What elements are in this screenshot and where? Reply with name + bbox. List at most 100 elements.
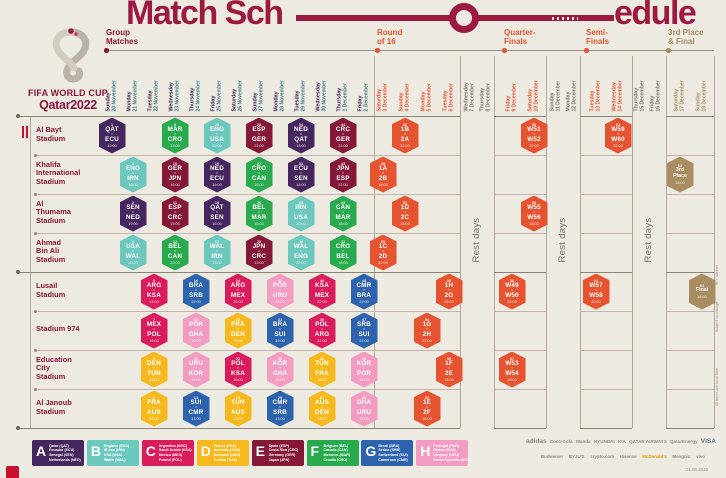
badge-team-top: 1D — [400, 203, 410, 211]
legend-team: Uruguay (URU) — [433, 452, 460, 457]
section-divider-line — [494, 272, 546, 274]
date-column-label: Saturday 3 December — [377, 60, 389, 111]
sponsor-logo: Mengniu — [672, 453, 691, 459]
badge-team-top: DEN — [147, 359, 161, 367]
legend-team: Qatar (QAT) — [49, 443, 70, 448]
badge-versus: v — [279, 366, 281, 371]
badge-kickoff-time: 22:00 — [317, 339, 327, 344]
badge-match-number: 33 — [298, 160, 304, 166]
badge-team-top: CMR — [356, 281, 372, 289]
badge-team-bottom: AUS — [147, 408, 161, 416]
match-badge: 43 JPN v ESP 22:00 — [329, 156, 357, 193]
badge-team-top: ARG — [146, 281, 162, 289]
badge-team-top: 1F — [445, 359, 453, 367]
badge-versus: v — [216, 132, 218, 137]
row-divider — [36, 311, 460, 312]
footer-version-note: 11.08.2022 — [686, 467, 709, 472]
fifa-world-cup-text: FIFA WORLD CUP — [28, 88, 108, 98]
legend-group-card: C Argentina (ARG) Saudi Arabia (KSA) Mexico… — [141, 440, 194, 466]
legend-group-card: E Spain (ESP) Costa Rica (CRC) Germany (GER… — [251, 440, 304, 466]
badge-kickoff-time: 13:00 — [254, 261, 264, 266]
badge-title: 3rd — [675, 167, 685, 174]
date-column-label: Tuesday 6 December — [443, 60, 455, 111]
badge-match-number: 21 — [235, 394, 241, 400]
legend-team-list: Belgium (BEL) Canada (CAN) Morocco (MAR) Cr… — [324, 444, 351, 463]
badge-team-bottom: CMR — [188, 408, 204, 416]
badge-team-top: WAL — [209, 242, 225, 250]
legend-team: Wales (WAL) — [103, 457, 126, 462]
badge-versus: v — [111, 132, 113, 137]
row-divider — [580, 389, 632, 390]
date-day: 9 December — [511, 83, 518, 112]
legend-team-list: France (FRA) Australia (AUS) Denmark (DEN)… — [214, 444, 240, 463]
badge-team-bottom: QAT — [294, 135, 308, 143]
badge-kickoff-time: 18:00 — [400, 222, 410, 227]
badge-team-bottom: ECU — [105, 135, 119, 143]
match-badge: 45 GHA v URU 18:00 — [350, 390, 378, 427]
badge-versus: v — [279, 327, 281, 332]
row-divider — [666, 389, 714, 390]
badge-versus: v — [195, 288, 197, 293]
column-separator-line — [714, 56, 715, 428]
stadium-label: Lusail Stadium — [36, 281, 66, 299]
match-badge: 31 BRA v SUI 19:00 — [266, 312, 294, 349]
badge-team-bottom: USA — [294, 213, 308, 221]
badge-versus: v — [342, 132, 344, 137]
section-marker-dot — [104, 48, 109, 53]
badge-kickoff-time: 18:00 — [422, 417, 432, 422]
section-marker-dot — [584, 48, 589, 53]
sponsor-logo: BYJU'S — [568, 453, 585, 459]
badge-team-top: 1H — [444, 281, 454, 289]
date-column-label: Monday 12 December — [566, 60, 578, 111]
badge-kickoff-time: 16:00 — [170, 183, 180, 188]
badge-team-top: SRB — [357, 320, 371, 328]
legend-group-letter: D — [200, 443, 211, 459]
badge-versus: v — [404, 132, 406, 137]
badge-kickoff-time: 18:00 — [359, 378, 369, 383]
row-divider — [494, 194, 546, 195]
legend-team: Denmark (DEN) — [213, 452, 241, 457]
legend-team: Ecuador (ECU) — [49, 448, 75, 453]
badge-kickoff-time: 22:00 — [529, 144, 539, 149]
legend-team-list: Portugal (POR) Ghana (GHA) Uruguay (URU) Ko… — [433, 444, 471, 463]
date-column-label: Saturday 10 December — [528, 60, 540, 111]
badge-team-bottom: ECU — [210, 174, 224, 182]
badge-match-number: 38 — [319, 355, 325, 361]
badge-team-top: FRA — [147, 398, 161, 406]
match-badge: 60 W51 v W52 22:00 — [520, 117, 548, 154]
badge-match-number: 26 — [256, 199, 262, 205]
match-badge: 38 TUN v FRA 18:00 — [308, 351, 336, 388]
badge-match-number: 25 — [256, 238, 262, 244]
row-divider — [666, 194, 714, 195]
match-badge: 46 KOR v POR 18:00 — [350, 351, 378, 388]
legend-team: Korea Republic (KOR) — [433, 457, 472, 462]
badge-team-top: W53 — [505, 359, 519, 367]
badge-match-number: 39 — [319, 316, 325, 322]
match-badge: 50 1C v 2D 22:00 — [369, 234, 397, 271]
badge-kickoff-time: 19:00 — [233, 339, 243, 344]
badge-kickoff-time: 16:00 — [254, 222, 264, 227]
badge-match-number: 15 — [193, 316, 199, 322]
badge-versus: v — [300, 132, 302, 137]
badge-team-bottom: GHA — [272, 369, 288, 377]
badge-kickoff-time: 22:00 — [296, 261, 306, 266]
badge-kickoff-time: 18:00 — [338, 261, 348, 266]
legend-team-list: Qatar (QAT) Ecuador (ECU) Senegal (SEN) Net… — [49, 444, 81, 463]
date-day: 11 December — [555, 80, 562, 112]
badge-match-number: 60 — [531, 121, 537, 127]
match-badge: 6 DEN v TUN 16:00 — [140, 351, 168, 388]
match-badge: 9 MAR v CRO 13:00 — [161, 117, 189, 154]
legend-team-list: Argentina (ARG) Saudi Arabia (KSA) Mexico … — [159, 444, 192, 463]
badge-match-number: 31 — [277, 316, 283, 322]
match-badge: 56 1H v 2G 22:00 — [435, 273, 463, 310]
side-note: Subject to change — [715, 301, 719, 333]
badge-team-top: QAT — [105, 125, 119, 133]
badge-match-number: 57 — [509, 355, 515, 361]
badge-team-bottom: CRC — [167, 213, 183, 221]
badge-versus: v — [363, 366, 365, 371]
badge-match-number: 30 — [277, 355, 283, 361]
badge-team-bottom: MAR — [335, 213, 351, 221]
rest-days-label: Rest days — [471, 217, 482, 263]
badge-kickoff-time: 13:00 — [233, 417, 243, 422]
section-header-third-place-final: 3rd Place & Final — [668, 28, 704, 46]
